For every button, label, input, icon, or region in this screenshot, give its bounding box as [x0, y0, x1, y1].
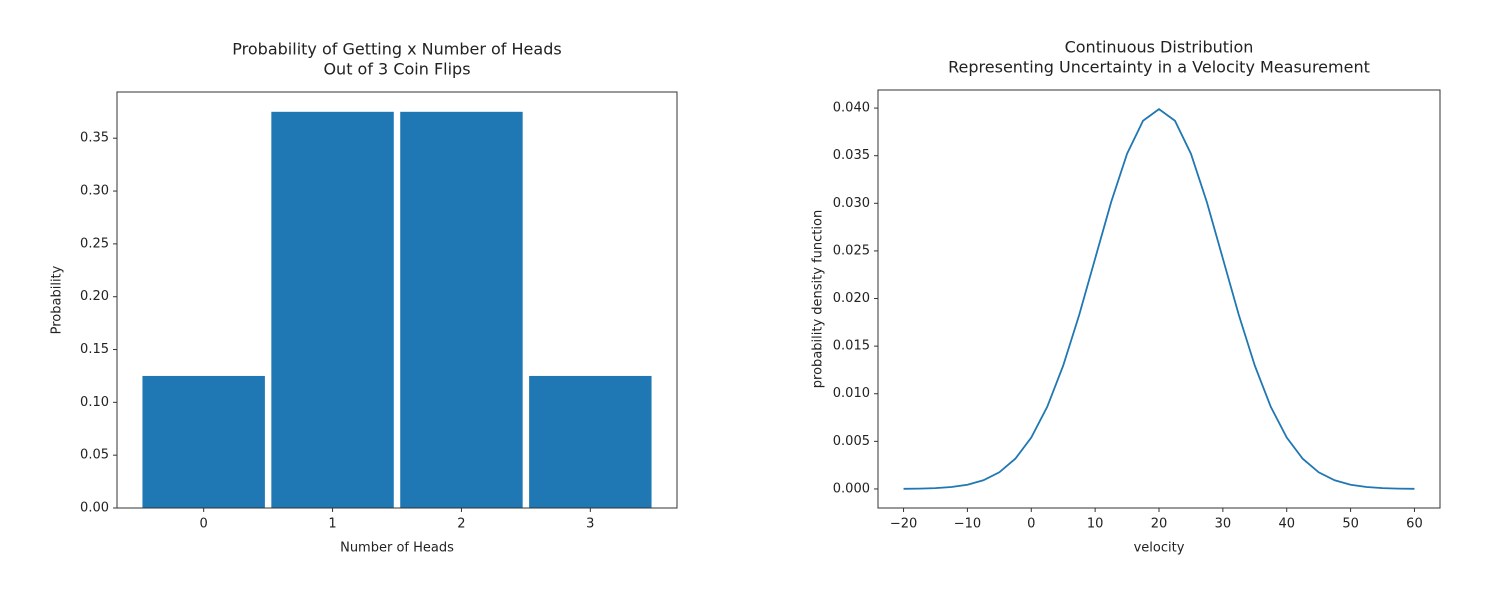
y-tick-label: 0.10 — [80, 395, 109, 410]
y-tick-label: 0.20 — [80, 289, 109, 304]
bar — [142, 375, 265, 508]
chart-title: Continuous Distribution — [1065, 38, 1254, 57]
x-tick-label: 30 — [1215, 517, 1232, 532]
y-axis-label: probability density function — [811, 210, 826, 388]
x-tick-label: 20 — [1151, 517, 1168, 532]
x-tick-label: 0 — [1027, 517, 1035, 532]
y-tick-label: 0.015 — [833, 339, 870, 354]
y-tick-label: 0.025 — [833, 243, 870, 258]
axes-frame — [877, 89, 1441, 509]
bar — [529, 375, 652, 508]
chart-title: Out of 3 Coin Flips — [323, 60, 470, 79]
y-tick-label: 0.15 — [80, 342, 109, 357]
line — [903, 107, 1415, 490]
y-tick-label: 0.30 — [80, 184, 109, 199]
x-tick-label: 2 — [457, 517, 465, 532]
y-tick-label: 0.040 — [833, 101, 870, 116]
chart-title: Probability of Getting x Number of Heads — [232, 40, 561, 59]
y-tick-label: 0.05 — [80, 448, 109, 463]
y-tick-label: 0.010 — [833, 386, 870, 401]
x-axis-label: Number of Heads — [340, 541, 454, 556]
x-tick-label: 10 — [1087, 517, 1104, 532]
x-tick-label: −10 — [954, 517, 981, 532]
x-tick-label: 60 — [1406, 517, 1423, 532]
x-tick-label: 3 — [586, 517, 594, 532]
bar — [400, 111, 523, 509]
y-tick-label: 0.00 — [80, 501, 109, 516]
x-tick-label: 1 — [328, 517, 336, 532]
y-tick-label: 0.005 — [833, 434, 870, 449]
y-tick-label: 0.035 — [833, 148, 870, 163]
x-tick-label: 50 — [1342, 517, 1359, 532]
bar — [271, 111, 394, 509]
x-tick-label: 0 — [200, 517, 208, 532]
y-axis-label: Probability — [50, 265, 65, 334]
axes-frame — [116, 91, 678, 509]
y-tick-label: 0.000 — [833, 481, 870, 496]
y-tick-label: 0.030 — [833, 196, 870, 211]
y-tick-label: 0.020 — [833, 291, 870, 306]
x-tick-label: 40 — [1278, 517, 1295, 532]
x-axis-label: velocity — [1134, 541, 1185, 556]
y-tick-label: 0.25 — [80, 236, 109, 251]
chart-title: Representing Uncertainty in a Velocity M… — [948, 58, 1370, 77]
x-tick-label: −20 — [890, 517, 917, 532]
y-tick-label: 0.35 — [80, 131, 109, 146]
